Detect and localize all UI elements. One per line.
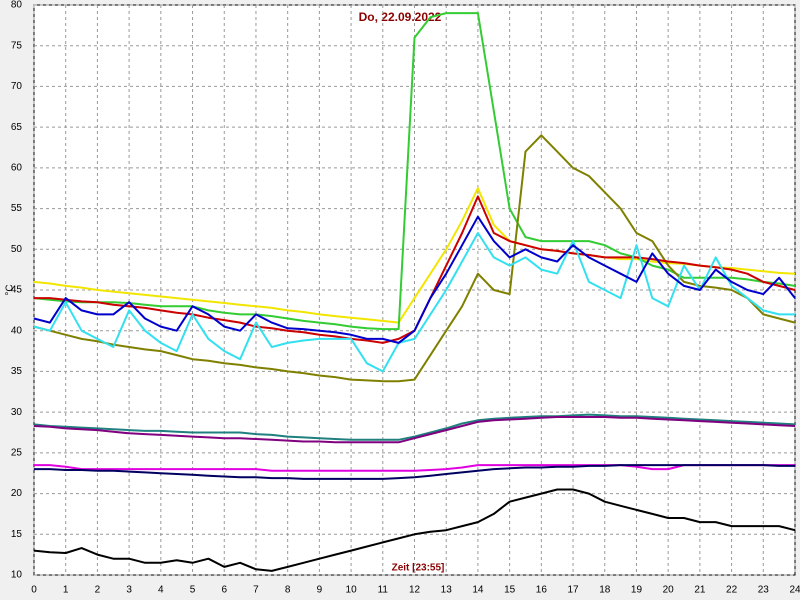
- y-axis-label: °C: [5, 284, 16, 295]
- y-tick-label: 15: [11, 529, 23, 540]
- series-line: [33, 488, 796, 572]
- x-tick-label: 8: [285, 585, 291, 596]
- series-line: [34, 464, 795, 480]
- series-line: [33, 416, 796, 444]
- x-tick-label: 21: [694, 585, 706, 596]
- x-tick-label: 14: [472, 585, 484, 596]
- x-tick-label: 13: [441, 585, 453, 596]
- x-tick-label: 20: [663, 585, 675, 596]
- x-tick-label: 18: [599, 585, 611, 596]
- y-tick-label: 80: [11, 0, 23, 11]
- x-tick-label: 22: [726, 585, 738, 596]
- x-tick-label: 10: [346, 585, 358, 596]
- series-line: [33, 12, 796, 331]
- x-tick-label: 5: [190, 585, 196, 596]
- series-line: [33, 413, 796, 441]
- series-line: [34, 464, 795, 472]
- x-tick-label: 19: [631, 585, 643, 596]
- y-tick-label: 60: [11, 162, 23, 173]
- series-line: [33, 187, 796, 324]
- y-tick-label: 65: [11, 122, 23, 133]
- x-tick-label: 9: [317, 585, 323, 596]
- x-tick-label: 0: [31, 585, 37, 596]
- x-tick-label: 7: [253, 585, 259, 596]
- x-tick-label: 24: [789, 585, 800, 596]
- y-tick-label: 30: [11, 407, 23, 418]
- y-tick-label: 45: [11, 285, 23, 296]
- y-tick-label: 20: [11, 488, 23, 499]
- series-line: [33, 134, 796, 383]
- x-tick-label: 12: [409, 585, 421, 596]
- x-tick-label: 3: [126, 585, 132, 596]
- y-tick-label: 70: [11, 81, 23, 92]
- x-tick-label: 16: [536, 585, 548, 596]
- x-tick-label: 6: [221, 585, 227, 596]
- series-line: [33, 232, 795, 373]
- x-tick-label: 17: [567, 585, 579, 596]
- y-tick-label: 10: [11, 570, 23, 581]
- x-tick-label: 11: [378, 585, 389, 596]
- x-tick-label: 15: [504, 585, 516, 596]
- x-tick-label: 2: [95, 585, 101, 596]
- x-tick-label: 1: [63, 585, 69, 596]
- y-tick-label: 35: [11, 366, 23, 377]
- y-tick-label: 25: [11, 447, 23, 458]
- x-axis-label: Zeit [23:55]: [392, 563, 445, 574]
- x-tick-label: 23: [758, 585, 770, 596]
- y-tick-label: 75: [11, 40, 23, 51]
- x-tick-label: 4: [158, 585, 164, 596]
- y-tick-label: 55: [11, 203, 23, 214]
- y-tick-label: 40: [11, 325, 23, 336]
- series-line: [33, 215, 796, 344]
- chart-title: Do, 22.09.2022: [359, 10, 442, 24]
- y-tick-label: 50: [11, 244, 23, 255]
